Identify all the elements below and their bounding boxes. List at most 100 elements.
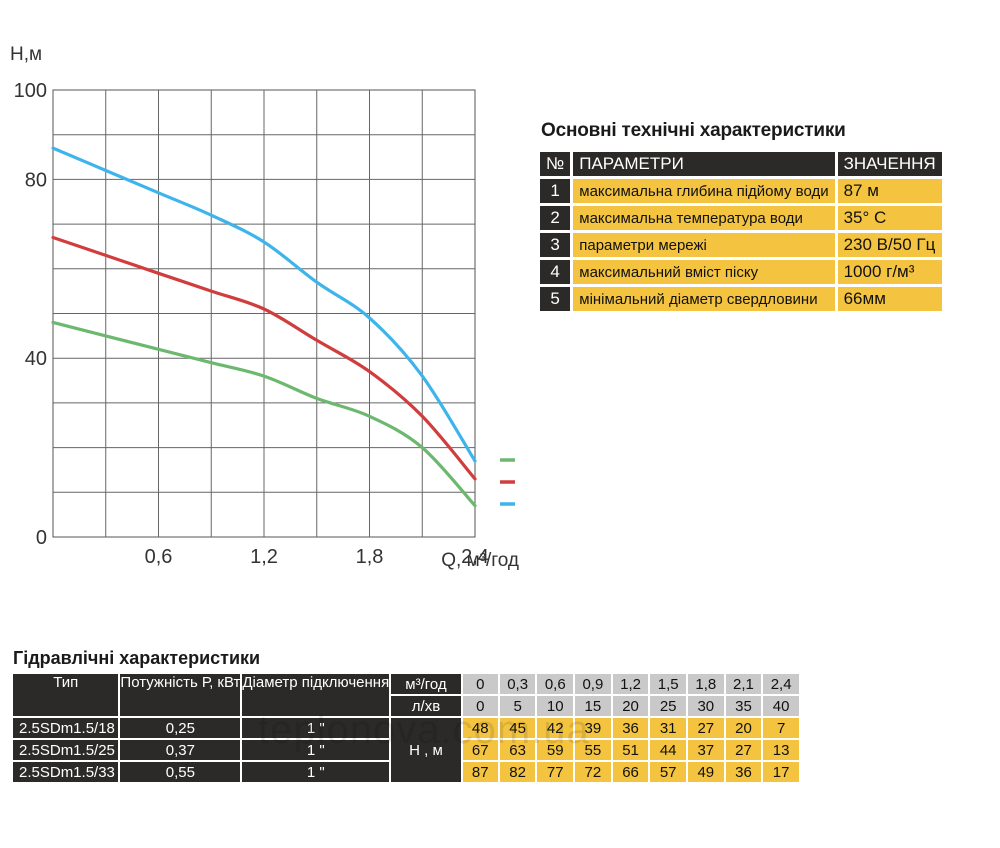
specs-header-num: № [540,152,571,176]
y-tick-label: 0 [36,527,47,549]
x-axis-label: Q, м³/год [441,550,519,571]
table-row: 2.5SDm1.5/18 0,25 1 " Н , м 48 45 42 39 … [13,718,799,782]
specs-row: 1 максимальна глибина підйому води 87 м [540,179,942,203]
head-cell: 63 [499,740,536,760]
flow-m3-cell: 0,3 [499,674,536,694]
head-cell: 72 [575,762,611,782]
flow-l-cell: 20 [612,696,649,716]
x-tick-labels: 0,6 1,2 1,8 2,4 [145,546,489,568]
specs-section: Основні технічні характеристики № ПАРАМЕ… [537,120,942,314]
header-diameter: Діаметр підключення [242,674,390,716]
watermark: teplonova.com.ua [258,708,590,752]
head-cell: 31 [650,718,686,738]
chart-grid [52,89,476,538]
head-cell: 27 [688,718,724,738]
head-cell: 39 [575,718,611,738]
y-tick-label: 100 [14,80,47,102]
table-row: 2.5SDm1.5/25 0,37 1 " 67 63 59 55 51 44 … [13,740,799,760]
head-cell: 13 [763,740,799,760]
head-cell: 36 [725,762,762,782]
flow-l-cell: 40 [763,696,799,716]
specs-row-param: максимальний вміст піску [573,260,835,284]
x-tick-label: 2,4 [461,546,489,568]
head-cell: 27 [725,740,762,760]
flow-l-cell: 25 [650,696,686,716]
head-cell: 57 [650,762,686,782]
specs-row-value: 87 м [837,179,942,203]
row-type: 2.5SDm1.5/33 [13,762,119,782]
row-diameter: 1 " [242,740,390,760]
flow-l-cell: 30 [688,696,724,716]
specs-row-num: 3 [540,233,571,257]
head-cell: 36 [612,718,649,738]
specs-row-value: 1000 г/м³ [837,260,942,284]
head-cell: 87 [462,762,498,782]
flow-m3-cell: 0,9 [575,674,611,694]
flow-m3-cell: 1,5 [650,674,686,694]
head-cell: 66 [612,762,649,782]
row-diameter: 1 " [242,718,390,738]
flow-unit-m3: м³/год [391,674,461,694]
specs-row-value: 35° С [837,206,942,230]
x-tick-label: 1,8 [356,546,384,568]
series-lines [51,146,477,508]
specs-row-param: мінімальний діаметр свердловини [573,287,835,311]
head-cell: 44 [650,740,686,760]
pump-curve-chart: Н,м 100 80 40 0 0,6 1,2 1,8 2,4 2.5SDm1.5/182.… [10,44,519,571]
hydraulic-table: Тип Потужність Р, кВт Діаметр підключенн… [11,672,801,784]
head-cell: 20 [725,718,762,738]
specs-table: № ПАРАМЕТРИ ЗНАЧЕННЯ 1 максимальна глиби… [537,149,945,314]
head-cell: 17 [763,762,799,782]
head-cell: 37 [688,740,724,760]
row-diameter: 1 " [242,762,390,782]
specs-row: 4 максимальний вміст піску 1000 г/м³ [540,260,942,284]
head-cell: 7 [763,718,799,738]
flow-l-cell: 0 [462,696,498,716]
hydraulic-section: Гідравлічні характеристики Тип Потужніст… [11,648,801,784]
series-line [51,320,477,508]
y-tick-labels: 100 80 40 0 [14,80,47,549]
head-cell: 45 [499,718,536,738]
specs-row-num: 4 [540,260,571,284]
specs-title: Основні технічні характеристики [541,120,846,141]
y-tick-label: 80 [25,169,47,191]
specs-header-value: ЗНАЧЕННЯ [837,152,942,176]
specs-row-value: 66мм [837,287,942,311]
specs-row: 3 параметри мережі 230 В/50 Гц [540,233,942,257]
head-cell: 59 [537,740,574,760]
specs-row-num: 2 [540,206,571,230]
chart-legend: 2.5SDm1.5/182.5SDm1.5/252.5SDm1.5/33 [500,458,515,506]
table-row: 2.5SDm1.5/33 0,55 1 " 87 82 77 72 66 57 … [13,762,799,782]
y-axis-label: Н,м [10,44,42,65]
series-line [51,235,477,481]
flow-unit-l: л/хв [391,696,461,716]
series-line [51,146,477,463]
head-cell: 82 [499,762,536,782]
row-type: 2.5SDm1.5/18 [13,718,119,738]
specs-row-num: 1 [540,179,571,203]
head-cell: 42 [537,718,574,738]
header-power: Потужність Р, кВт [120,674,241,716]
specs-row: 5 мінімальний діаметр свердловини 66мм [540,287,942,311]
row-type: 2.5SDm1.5/25 [13,740,119,760]
head-cell: 51 [612,740,649,760]
specs-row-param: параметри мережі [573,233,835,257]
flow-m3-cell: 1,2 [612,674,649,694]
head-cell: 55 [575,740,611,760]
flow-l-cell: 10 [537,696,574,716]
hydraulic-flow-row-l: л/хв 0 5 10 15 20 25 30 35 40 [13,696,799,716]
flow-m3-cell: 2,4 [763,674,799,694]
flow-m3-cell: 2,1 [725,674,762,694]
specs-row-param: максимальна температура води [573,206,835,230]
specs-header-param: ПАРАМЕТРИ [573,152,835,176]
flow-l-cell: 5 [499,696,536,716]
head-cell: 48 [462,718,498,738]
row-power: 0,37 [120,740,241,760]
row-power: 0,25 [120,718,241,738]
flow-l-cell: 35 [725,696,762,716]
specs-header-row: № ПАРАМЕТРИ ЗНАЧЕННЯ [540,152,942,176]
hydraulic-flow-row-m3: Тип Потужність Р, кВт Діаметр підключенн… [13,674,799,716]
specs-row: 2 максимальна температура води 35° С [540,206,942,230]
head-cell: 49 [688,762,724,782]
flow-l-cell: 15 [575,696,611,716]
